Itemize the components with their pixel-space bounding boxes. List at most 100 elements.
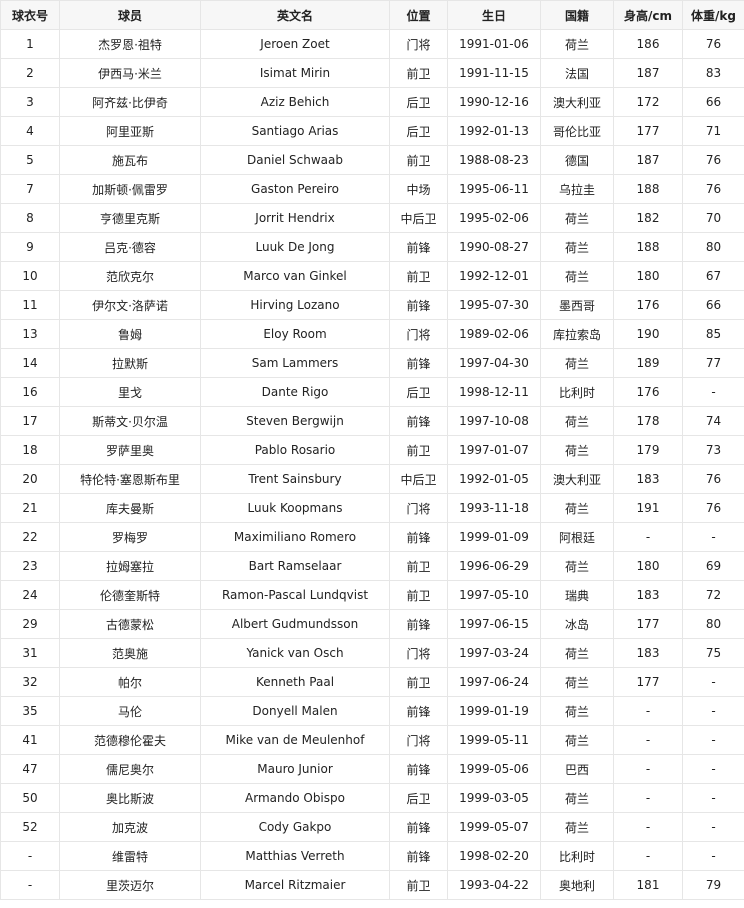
- cell-number: 7: [0, 174, 60, 204]
- cell-weight: 74: [682, 406, 744, 436]
- cell-nationality: 荷兰: [540, 29, 614, 59]
- cell-height: -: [613, 522, 683, 552]
- cell-birthday: 1999-05-11: [447, 725, 541, 755]
- cell-nationality: 奥地利: [540, 870, 614, 900]
- table-row: 14 拉默斯 Sam Lammers 前锋 1997-04-30 荷兰 189 77: [0, 348, 744, 378]
- cell-player-name: 范欣克尔: [59, 261, 201, 291]
- cell-position: 门将: [389, 29, 448, 59]
- cell-english-name: Jorrit Hendrix: [200, 203, 390, 233]
- cell-birthday: 1995-02-06: [447, 203, 541, 233]
- cell-number: 50: [0, 783, 60, 813]
- cell-birthday: 1992-01-05: [447, 464, 541, 494]
- cell-birthday: 1997-06-15: [447, 609, 541, 639]
- cell-nationality: 荷兰: [540, 812, 614, 842]
- cell-weight: -: [682, 696, 744, 726]
- cell-player-name: 拉姆塞拉: [59, 551, 201, 581]
- table-row: 7 加斯顿·佩雷罗 Gaston Pereiro 中场 1995-06-11 乌拉圭 188…: [0, 174, 744, 204]
- cell-birthday: 1998-02-20: [447, 841, 541, 871]
- cell-nationality: 荷兰: [540, 348, 614, 378]
- cell-player-name: 马伦: [59, 696, 201, 726]
- cell-height: -: [613, 754, 683, 784]
- cell-english-name: Maximiliano Romero: [200, 522, 390, 552]
- table-row: 5 施瓦布 Daniel Schwaab 前卫 1988-08-23 德国 187 76: [0, 145, 744, 175]
- cell-birthday: 1993-04-22: [447, 870, 541, 900]
- cell-position: 后卫: [389, 116, 448, 146]
- cell-english-name: Ramon-Pascal Lundqvist: [200, 580, 390, 610]
- cell-weight: -: [682, 725, 744, 755]
- cell-height: 172: [613, 87, 683, 117]
- cell-nationality: 荷兰: [540, 638, 614, 668]
- table-row: 2 伊西马·米兰 Isimat Mirin 前卫 1991-11-15 法国 187 83: [0, 58, 744, 88]
- cell-birthday: 1999-01-19: [447, 696, 541, 726]
- cell-english-name: Pablo Rosario: [200, 435, 390, 465]
- table-row: 17 斯蒂文·贝尔温 Steven Bergwijn 前锋 1997-10-08 荷兰 17…: [0, 406, 744, 436]
- cell-nationality: 荷兰: [540, 261, 614, 291]
- cell-birthday: 1997-01-07: [447, 435, 541, 465]
- cell-weight: 69: [682, 551, 744, 581]
- cell-player-name: 伊尔文·洛萨诺: [59, 290, 201, 320]
- cell-height: -: [613, 725, 683, 755]
- table-row: 22 罗梅罗 Maximiliano Romero 前锋 1999-01-09 阿根廷 - -: [0, 522, 744, 552]
- cell-nationality: 瑞典: [540, 580, 614, 610]
- cell-position: 前卫: [389, 667, 448, 697]
- cell-player-name: 阿齐兹·比伊奇: [59, 87, 201, 117]
- cell-player-name: 古德蒙松: [59, 609, 201, 639]
- cell-height: -: [613, 841, 683, 871]
- cell-player-name: 拉默斯: [59, 348, 201, 378]
- cell-height: 176: [613, 290, 683, 320]
- cell-position: 前锋: [389, 290, 448, 320]
- cell-weight: -: [682, 377, 744, 407]
- cell-number: -: [0, 870, 60, 900]
- cell-player-name: 奥比斯波: [59, 783, 201, 813]
- cell-birthday: 1991-11-15: [447, 58, 541, 88]
- cell-nationality: 荷兰: [540, 203, 614, 233]
- cell-number: 29: [0, 609, 60, 639]
- cell-english-name: Eloy Room: [200, 319, 390, 349]
- cell-number: 11: [0, 290, 60, 320]
- cell-number: 8: [0, 203, 60, 233]
- cell-number: 41: [0, 725, 60, 755]
- cell-birthday: 1997-06-24: [447, 667, 541, 697]
- cell-position: 前卫: [389, 145, 448, 175]
- cell-position: 前卫: [389, 58, 448, 88]
- cell-height: -: [613, 696, 683, 726]
- cell-weight: 77: [682, 348, 744, 378]
- cell-position: 前锋: [389, 232, 448, 262]
- cell-player-name: 加斯顿·佩雷罗: [59, 174, 201, 204]
- cell-nationality: 比利时: [540, 841, 614, 871]
- cell-birthday: 1997-10-08: [447, 406, 541, 436]
- cell-number: 5: [0, 145, 60, 175]
- cell-nationality: 荷兰: [540, 406, 614, 436]
- cell-english-name: Mike van de Meulenhof: [200, 725, 390, 755]
- cell-english-name: Armando Obispo: [200, 783, 390, 813]
- cell-nationality: 澳大利亚: [540, 87, 614, 117]
- cell-weight: -: [682, 841, 744, 871]
- cell-position: 前锋: [389, 754, 448, 784]
- table-row: 20 特伦特·塞恩斯布里 Trent Sainsbury 中后卫 1992-01-05 澳…: [0, 464, 744, 494]
- cell-height: 181: [613, 870, 683, 900]
- cell-english-name: Matthias Verreth: [200, 841, 390, 871]
- column-header-player-name: 球员: [59, 0, 201, 30]
- cell-height: 177: [613, 609, 683, 639]
- cell-weight: 76: [682, 493, 744, 523]
- table-row: 41 范德穆伦霍夫 Mike van de Meulenhof 门将 1999-05-1…: [0, 725, 744, 755]
- cell-position: 门将: [389, 493, 448, 523]
- cell-height: 179: [613, 435, 683, 465]
- cell-english-name: Cody Gakpo: [200, 812, 390, 842]
- cell-nationality: 墨西哥: [540, 290, 614, 320]
- cell-birthday: 1990-12-16: [447, 87, 541, 117]
- cell-height: 189: [613, 348, 683, 378]
- cell-position: 前卫: [389, 870, 448, 900]
- cell-position: 前卫: [389, 261, 448, 291]
- cell-nationality: 荷兰: [540, 667, 614, 697]
- table-row: 9 吕克·德容 Luuk De Jong 前锋 1990-08-27 荷兰 188 80: [0, 232, 744, 262]
- cell-height: 180: [613, 261, 683, 291]
- cell-english-name: Isimat Mirin: [200, 58, 390, 88]
- table-row: 31 范奥施 Yanick van Osch 门将 1997-03-24 荷兰 183 75: [0, 638, 744, 668]
- cell-birthday: 1996-06-29: [447, 551, 541, 581]
- table-row: 10 范欣克尔 Marco van Ginkel 前卫 1992-12-01 荷兰 180 6…: [0, 261, 744, 291]
- cell-player-name: 里茨迈尔: [59, 870, 201, 900]
- cell-weight: 72: [682, 580, 744, 610]
- cell-player-name: 阿里亚斯: [59, 116, 201, 146]
- cell-number: 14: [0, 348, 60, 378]
